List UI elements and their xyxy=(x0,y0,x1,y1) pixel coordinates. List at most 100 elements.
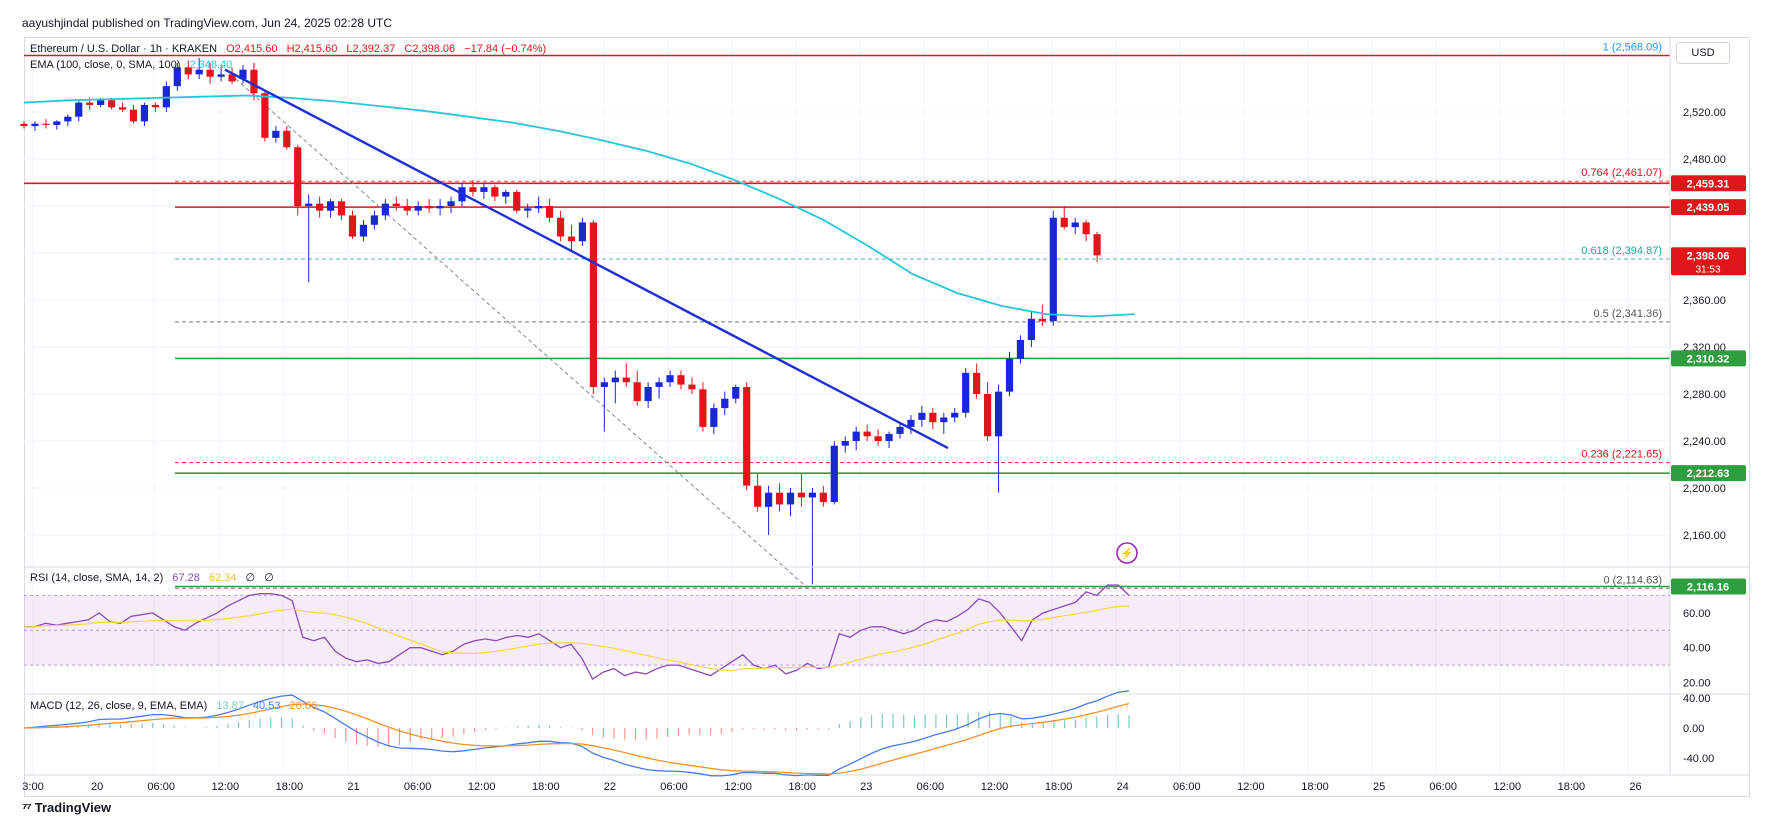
candle-body-55 xyxy=(622,377,630,383)
candle-body-79 xyxy=(885,433,893,441)
price-tag-5 xyxy=(1671,578,1746,595)
candle-body-13 xyxy=(162,86,170,108)
fib-label-4: 0.236 (2,221.65) xyxy=(1581,449,1662,461)
fib-label-0: 1 (2,568.09) xyxy=(1603,41,1662,53)
ohlc-high: H2,415.60 xyxy=(286,43,338,55)
time-tick-22: 06:00 xyxy=(1429,781,1457,793)
ohlc-change: −17.84 (−0.74%) xyxy=(464,43,547,55)
candle-body-19 xyxy=(228,74,236,82)
candle-body-28 xyxy=(327,201,335,211)
candle-body-0 xyxy=(20,123,28,127)
ohlc-close: C2,398.06 xyxy=(404,43,456,55)
candle-body-33 xyxy=(381,203,389,216)
candle-body-47 xyxy=(535,206,543,209)
price-tag-1 xyxy=(1671,199,1746,216)
fib-label-1: 0.764 (2,461.07) xyxy=(1581,167,1662,179)
time-tick-17: 24 xyxy=(1117,781,1129,793)
candle-body-35 xyxy=(403,206,411,211)
candle-body-32 xyxy=(370,215,378,225)
candle-body-96 xyxy=(1071,222,1079,228)
ema-line xyxy=(23,94,1135,318)
time-tick-8: 18:00 xyxy=(532,781,560,793)
candle-body-8 xyxy=(108,100,116,108)
candle-body-4 xyxy=(64,116,72,122)
candle-body-76 xyxy=(852,431,860,441)
candle-body-95 xyxy=(1060,217,1068,228)
price-tag-text-3: 2,310.32 xyxy=(1687,353,1730,365)
rsi-tick-0: 60.00 xyxy=(1683,608,1711,620)
time-tick-20: 18:00 xyxy=(1301,781,1329,793)
time-tick-24: 18:00 xyxy=(1558,781,1586,793)
candle-body-1 xyxy=(31,123,39,127)
candle-body-85 xyxy=(951,412,959,418)
candle-body-46 xyxy=(524,208,532,211)
time-tick-9: 22 xyxy=(604,781,616,793)
candle-body-20 xyxy=(239,69,247,80)
trend-line xyxy=(224,68,949,450)
currency-button[interactable]: USD xyxy=(1676,42,1730,64)
candle-body-88 xyxy=(984,394,992,437)
candle-body-71 xyxy=(797,492,806,498)
rsi-legend: RSI (14, close, SMA, 14, 2) 67.28 62.34 … xyxy=(30,571,280,584)
time-tick-11: 12:00 xyxy=(724,781,752,793)
candle-body-45 xyxy=(513,191,521,211)
candle-body-6 xyxy=(86,102,94,105)
candle-body-54 xyxy=(611,377,619,383)
candle-body-7 xyxy=(97,100,105,105)
macd-signal-value: 26.66 xyxy=(289,700,318,712)
candle-body-39 xyxy=(447,201,455,206)
rsi-label: RSI (14, close, SMA, 14, 2) xyxy=(30,572,164,584)
candle-body-18 xyxy=(217,74,225,77)
candle-body-23 xyxy=(272,130,280,138)
candle-body-42 xyxy=(480,187,488,192)
candle-body-68 xyxy=(765,492,773,507)
candle-body-36 xyxy=(414,206,422,211)
price-tick-0: 2,520.00 xyxy=(1683,107,1726,119)
candle-body-14 xyxy=(173,67,181,87)
candle-body-11 xyxy=(140,104,149,122)
price-tick-6: 2,200.00 xyxy=(1683,483,1726,495)
fib-label-3: 0.5 (2,341.36) xyxy=(1594,308,1663,320)
ema-value: 2,348.40 xyxy=(189,59,233,71)
rsi-ma-value: 62.34 xyxy=(208,572,237,584)
chart-frame xyxy=(24,37,1750,797)
candle-body-51 xyxy=(578,222,587,242)
candle-body-78 xyxy=(874,436,882,441)
candle-body-43 xyxy=(491,187,499,197)
candle-body-3 xyxy=(53,121,61,125)
candle-body-65 xyxy=(732,386,740,399)
macd-tick-2: -40.00 xyxy=(1683,753,1714,765)
candle-body-2 xyxy=(42,123,50,125)
candle-body-16 xyxy=(195,69,203,75)
candle-body-73 xyxy=(819,492,827,503)
candle-body-52 xyxy=(589,222,597,387)
price-tag-4 xyxy=(1671,465,1746,482)
price-tag-sub-2: 31:53 xyxy=(1695,264,1720,275)
rsi-extra-1: ∅ xyxy=(245,572,256,584)
price-tick-5: 2,240.00 xyxy=(1683,436,1726,448)
fib-label-2: 0.618 (2,394.87) xyxy=(1581,245,1662,257)
price-tick-4: 2,280.00 xyxy=(1683,389,1726,401)
candle-body-63 xyxy=(710,408,718,427)
rsi-line xyxy=(24,584,1130,681)
macd-hist-value: 13.87 xyxy=(216,700,244,712)
candle-body-24 xyxy=(283,130,291,148)
price-tag-text-4: 2,212.63 xyxy=(1687,468,1730,480)
candle-body-81 xyxy=(907,419,915,427)
rsi-tick-2: 20.00 xyxy=(1683,678,1711,690)
price-tag-0 xyxy=(1671,175,1746,192)
candle-body-26 xyxy=(305,203,313,206)
time-tick-10: 06:00 xyxy=(660,781,688,793)
candle-body-56 xyxy=(633,382,641,402)
candle-body-84 xyxy=(940,417,948,423)
fib-label-5: 0 (2,114.63) xyxy=(1603,574,1662,586)
price-tag-3 xyxy=(1671,350,1746,367)
candle-body-60 xyxy=(677,375,685,385)
candle-body-25 xyxy=(294,147,302,206)
candle-body-93 xyxy=(1038,318,1046,322)
candle-body-62 xyxy=(699,389,707,427)
macd-legend: MACD (12, 26, close, 9, EMA, EMA) 13.87 … xyxy=(30,700,323,712)
time-tick-14: 06:00 xyxy=(917,781,945,793)
symbol-legend: Ethereum / U.S. Dollar · 1h · KRAKEN O2,… xyxy=(30,43,552,55)
